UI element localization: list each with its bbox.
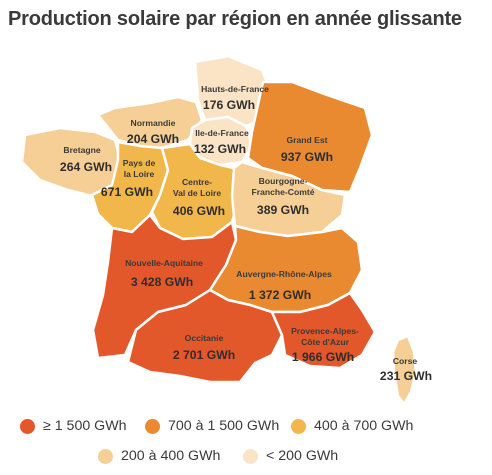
label-provence-alpes-cote-dazur-2: Côte d'Azur bbox=[301, 337, 350, 347]
legend-swatch-400-700 bbox=[291, 418, 306, 434]
label-provence-alpes-cote-dazur-1: Provence-Alpes- bbox=[291, 326, 359, 336]
region-grand-est[interactable] bbox=[246, 80, 374, 194]
page-title: Production solaire par région en année g… bbox=[8, 8, 462, 30]
legend-label-400-700: 400 à 700 GWh bbox=[314, 418, 414, 434]
legend-item-200-400: 200 à 400 GWh bbox=[98, 448, 220, 464]
value-corse: 231 GWh bbox=[380, 369, 432, 383]
label-centre-val-de-loire-2: Val de Loire bbox=[173, 188, 221, 198]
label-hauts-de-france: Hauts-de-France bbox=[201, 84, 269, 94]
value-centre-val-de-loire: 406 GWh bbox=[173, 204, 225, 218]
label-bourgogne-franche-comte-2: Franche-Comté bbox=[251, 187, 314, 197]
region-occitanie[interactable] bbox=[126, 288, 284, 384]
legend-row-2: 200 à 400 GWh < 200 GWh bbox=[0, 448, 492, 472]
label-bourgogne-franche-comte-1: Bourgogne- bbox=[259, 176, 308, 186]
legend-label-700-1500: 700 à 1 500 GWh bbox=[168, 418, 280, 434]
label-centre-val-de-loire-1: Centre- bbox=[182, 177, 212, 187]
label-nouvelle-aquitaine: Nouvelle-Aquitaine bbox=[125, 258, 203, 268]
label-corse: Corse bbox=[393, 356, 418, 366]
label-ile-de-france: Ile-de-France bbox=[195, 128, 249, 138]
legend-swatch-200-400 bbox=[98, 448, 113, 464]
legend-item-1500-plus: ≥ 1 500 GWh bbox=[20, 418, 127, 434]
legend-item-under-200: < 200 GWh bbox=[243, 448, 338, 464]
value-bourgogne-franche-comte: 389 GWh bbox=[257, 203, 309, 217]
legend-item-700-1500: 700 à 1 500 GWh bbox=[145, 418, 279, 434]
region-provence-alpes-cote-dazur[interactable] bbox=[270, 291, 377, 370]
value-occitanie: 2 701 GWh bbox=[173, 348, 235, 362]
legend-row-1: ≥ 1 500 GWh 700 à 1 500 GWh 400 à 700 GW… bbox=[0, 418, 492, 442]
value-auvergne-rhone-alpes: 1 372 GWh bbox=[249, 288, 311, 302]
label-occitanie: Occitanie bbox=[185, 333, 224, 343]
region-corse[interactable] bbox=[391, 334, 418, 406]
label-grand-est: Grand Est bbox=[286, 135, 327, 145]
value-nouvelle-aquitaine: 3 428 GWh bbox=[131, 275, 193, 289]
value-ile-de-france: 132 GWh bbox=[194, 142, 246, 156]
legend-label-1500-plus: ≥ 1 500 GWh bbox=[43, 418, 127, 434]
legend-label-under-200: < 200 GWh bbox=[266, 448, 339, 464]
legend-item-400-700: 400 à 700 GWh bbox=[291, 418, 413, 434]
value-bretagne: 264 GWh bbox=[60, 160, 112, 174]
value-pays-de-la-loire: 671 GWh bbox=[101, 185, 153, 199]
label-pays-de-la-loire-2: la Loire bbox=[124, 169, 155, 179]
value-grand-est: 937 GWh bbox=[281, 150, 333, 164]
label-pays-de-la-loire-1: Pays de bbox=[123, 158, 156, 168]
legend-label-200-400: 200 à 400 GWh bbox=[121, 448, 221, 464]
france-regions-map: Hauts-de-France 176 GWh Normandie 204 GW… bbox=[20, 54, 432, 406]
legend-swatch-under-200 bbox=[243, 448, 258, 464]
value-normandie: 204 GWh bbox=[127, 132, 179, 146]
value-hauts-de-france: 176 GWh bbox=[203, 98, 255, 112]
label-normandie: Normandie bbox=[131, 118, 176, 128]
legend-swatch-1500-plus bbox=[20, 418, 35, 434]
value-provence-alpes-cote-dazur: 1 966 GWh bbox=[292, 350, 354, 364]
legend-swatch-700-1500 bbox=[145, 418, 160, 434]
label-bretagne: Bretagne bbox=[63, 145, 100, 155]
label-auvergne-rhone-alpes: Auvergne-Rhône-Alpes bbox=[236, 269, 332, 279]
